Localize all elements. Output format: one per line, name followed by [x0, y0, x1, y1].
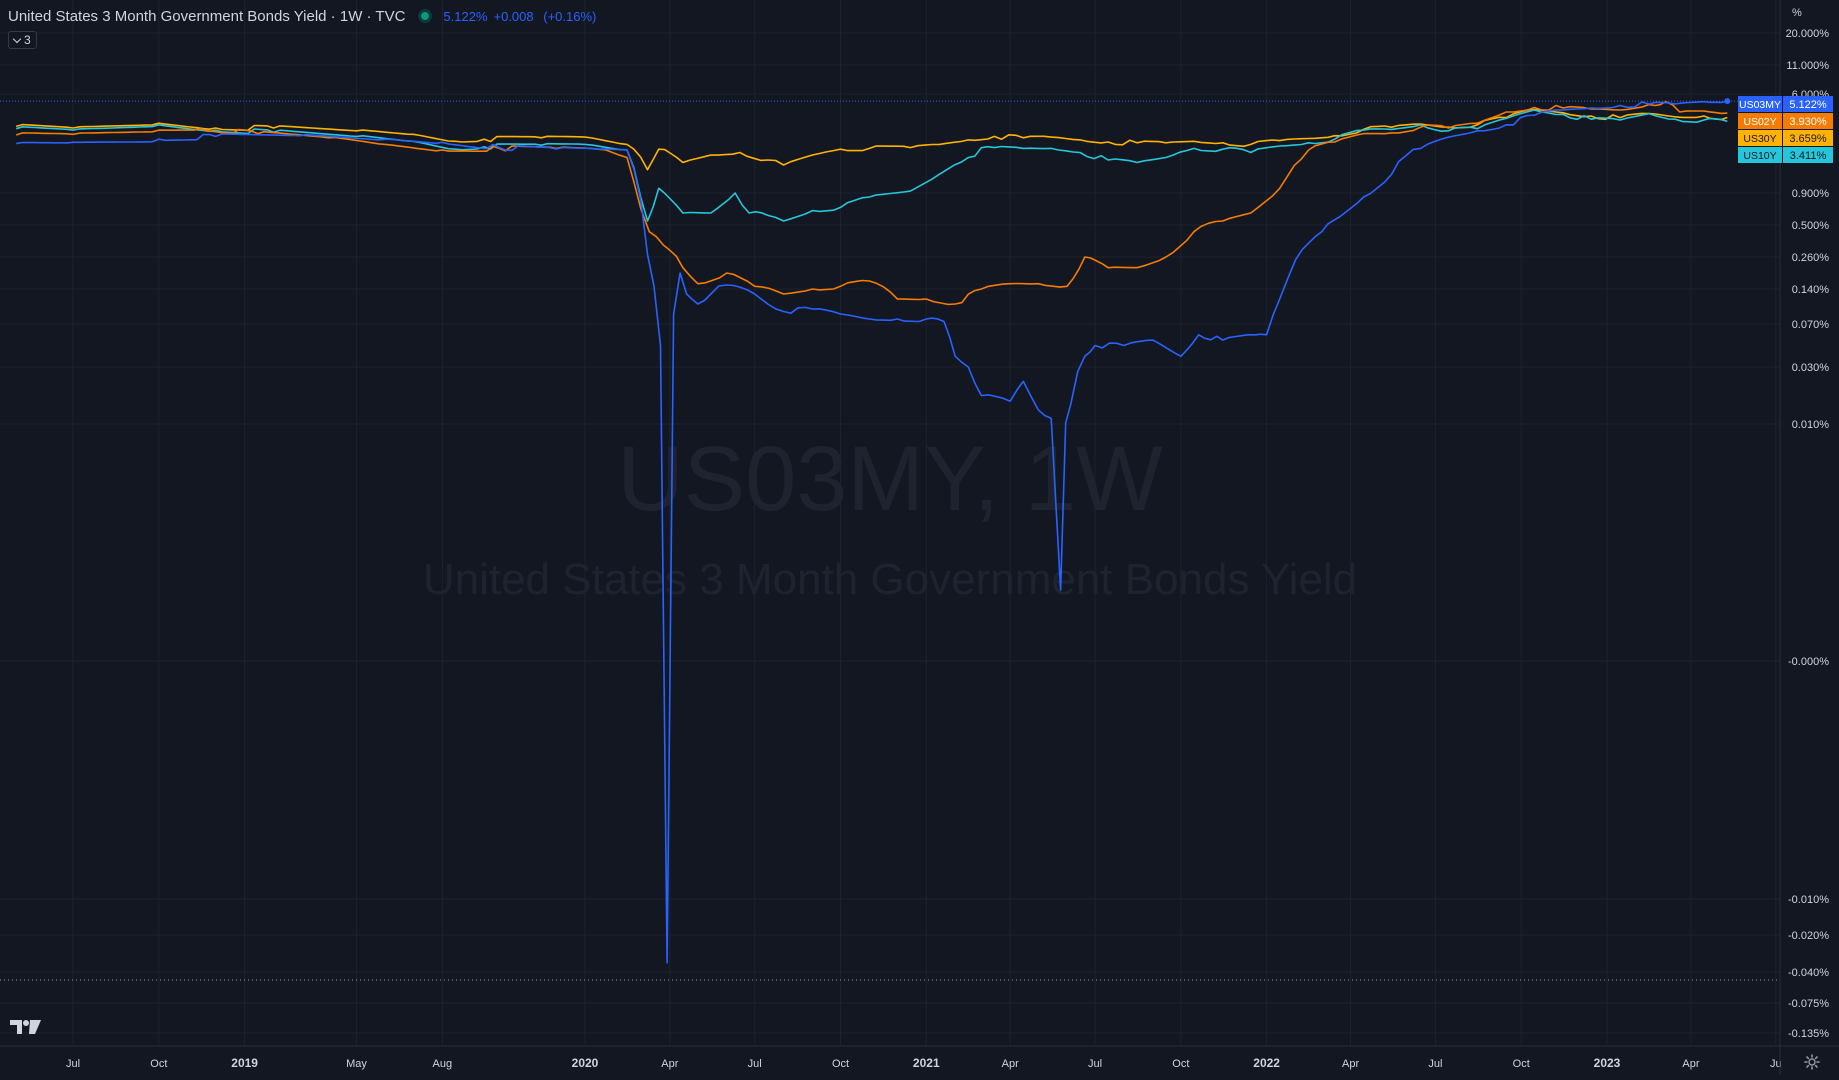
x-tick-label: 2019 — [231, 1056, 258, 1070]
y-tick-label: 0.070% — [1792, 319, 1830, 331]
x-tick-label: Ju — [1770, 1058, 1782, 1070]
market-status-icon — [421, 12, 430, 20]
axis-label-name: US03MY — [1739, 99, 1781, 111]
watermark-symbol: US03MY, 1W — [617, 428, 1163, 530]
symbol-title[interactable]: United States 3 Month Government Bonds Y… — [8, 7, 406, 25]
series-line-us03my[interactable] — [16, 100, 1728, 964]
y-tick-label: 20.000% — [1786, 28, 1830, 40]
axis-label-us30y: US30Y 3.659% — [1738, 130, 1833, 146]
x-tick-label: Aug — [433, 1058, 453, 1070]
y-tick-label: -0.010% — [1788, 894, 1829, 906]
y-tick-label: 0.900% — [1792, 188, 1830, 200]
x-tick-label: Jul — [66, 1058, 80, 1070]
x-tick-label: Oct — [1513, 1058, 1530, 1070]
y-tick-label: -0.020% — [1788, 930, 1829, 942]
x-tick-label: Apr — [1002, 1058, 1019, 1070]
last-price-dot — [1724, 98, 1731, 105]
tradingview-logo-icon[interactable] — [10, 1018, 42, 1041]
x-tick-label: 2021 — [913, 1056, 940, 1070]
y-tick-label: 0.010% — [1792, 419, 1830, 431]
axis-label-value-bg — [1783, 130, 1833, 146]
y-tick-label: 11.000% — [1786, 60, 1829, 72]
axis-label-us10y: US10Y 3.411% — [1738, 147, 1833, 163]
axis-label-name: US30Y — [1743, 133, 1776, 145]
watermark-description: United States 3 Month Government Bonds Y… — [423, 555, 1357, 604]
x-tick-label: Apr — [1342, 1058, 1359, 1070]
y-axis-unit: % — [1792, 7, 1802, 19]
y-tick-label: -0.135% — [1788, 1028, 1829, 1040]
series-line-us10y[interactable] — [15, 109, 1728, 222]
x-tick-label: Jul — [1088, 1058, 1102, 1070]
chart-header: United States 3 Month Government Bonds Y… — [8, 7, 602, 25]
axis-label-name: US10Y — [1743, 150, 1776, 162]
x-tick-label: Jul — [748, 1058, 762, 1070]
axis-label-name-bg — [1738, 96, 1782, 112]
x-tick-label: Oct — [832, 1058, 849, 1070]
y-tick-label: 0.030% — [1792, 362, 1830, 374]
x-tick-label: 2023 — [1594, 1056, 1621, 1070]
axis-label-name-bg — [1738, 113, 1782, 129]
y-tick-label: -0.075% — [1788, 998, 1829, 1010]
gear-icon[interactable] — [1804, 1054, 1820, 1070]
x-tick-label: Jul — [1428, 1058, 1442, 1070]
y-tick-label: -0.000% — [1788, 656, 1829, 668]
x-tick-label: Apr — [1682, 1058, 1699, 1070]
x-tick-label: Apr — [661, 1058, 678, 1070]
x-tick-label: Oct — [150, 1058, 167, 1070]
quote-values: 5.122% +0.008 (+0.16%) — [443, 9, 602, 24]
legend-toggle-button[interactable]: 3 — [8, 31, 37, 49]
series-line-us02y[interactable] — [15, 100, 1728, 306]
x-tick-label: Oct — [1172, 1058, 1189, 1070]
y-tick-label: -0.040% — [1788, 967, 1829, 979]
axis-label-value-bg — [1783, 113, 1833, 129]
y-tick-label: 0.500% — [1792, 220, 1830, 232]
change-value: +0.008 — [493, 8, 534, 24]
axis-label-value: 3.930% — [1789, 116, 1827, 128]
legend-count: 3 — [24, 33, 31, 47]
axis-label-name-bg — [1738, 147, 1782, 163]
axis-label-us03my: US03MY 5.122% — [1738, 96, 1833, 112]
axis-label-us02y: US02Y 3.930% — [1738, 113, 1833, 129]
chevron-down-icon — [12, 34, 22, 43]
axis-label-name-bg — [1738, 130, 1782, 146]
x-tick-label: 2020 — [572, 1056, 599, 1070]
x-tick-label: 2022 — [1253, 1056, 1280, 1070]
axis-label-value: 5.122% — [1789, 99, 1827, 111]
last-value: 5.122% — [443, 8, 488, 24]
axis-label-name: US02Y — [1743, 116, 1776, 128]
change-percent: (+0.16%) — [543, 8, 597, 24]
y-tick-label: 0.260% — [1792, 252, 1830, 264]
axis-label-value-bg — [1783, 96, 1833, 112]
y-tick-label: 0.140% — [1792, 284, 1830, 296]
axis-label-value: 3.411% — [1790, 150, 1827, 162]
axis-label-value: 3.659% — [1789, 133, 1827, 145]
axis-label-value-bg — [1783, 147, 1833, 163]
x-tick-label: May — [346, 1058, 367, 1070]
